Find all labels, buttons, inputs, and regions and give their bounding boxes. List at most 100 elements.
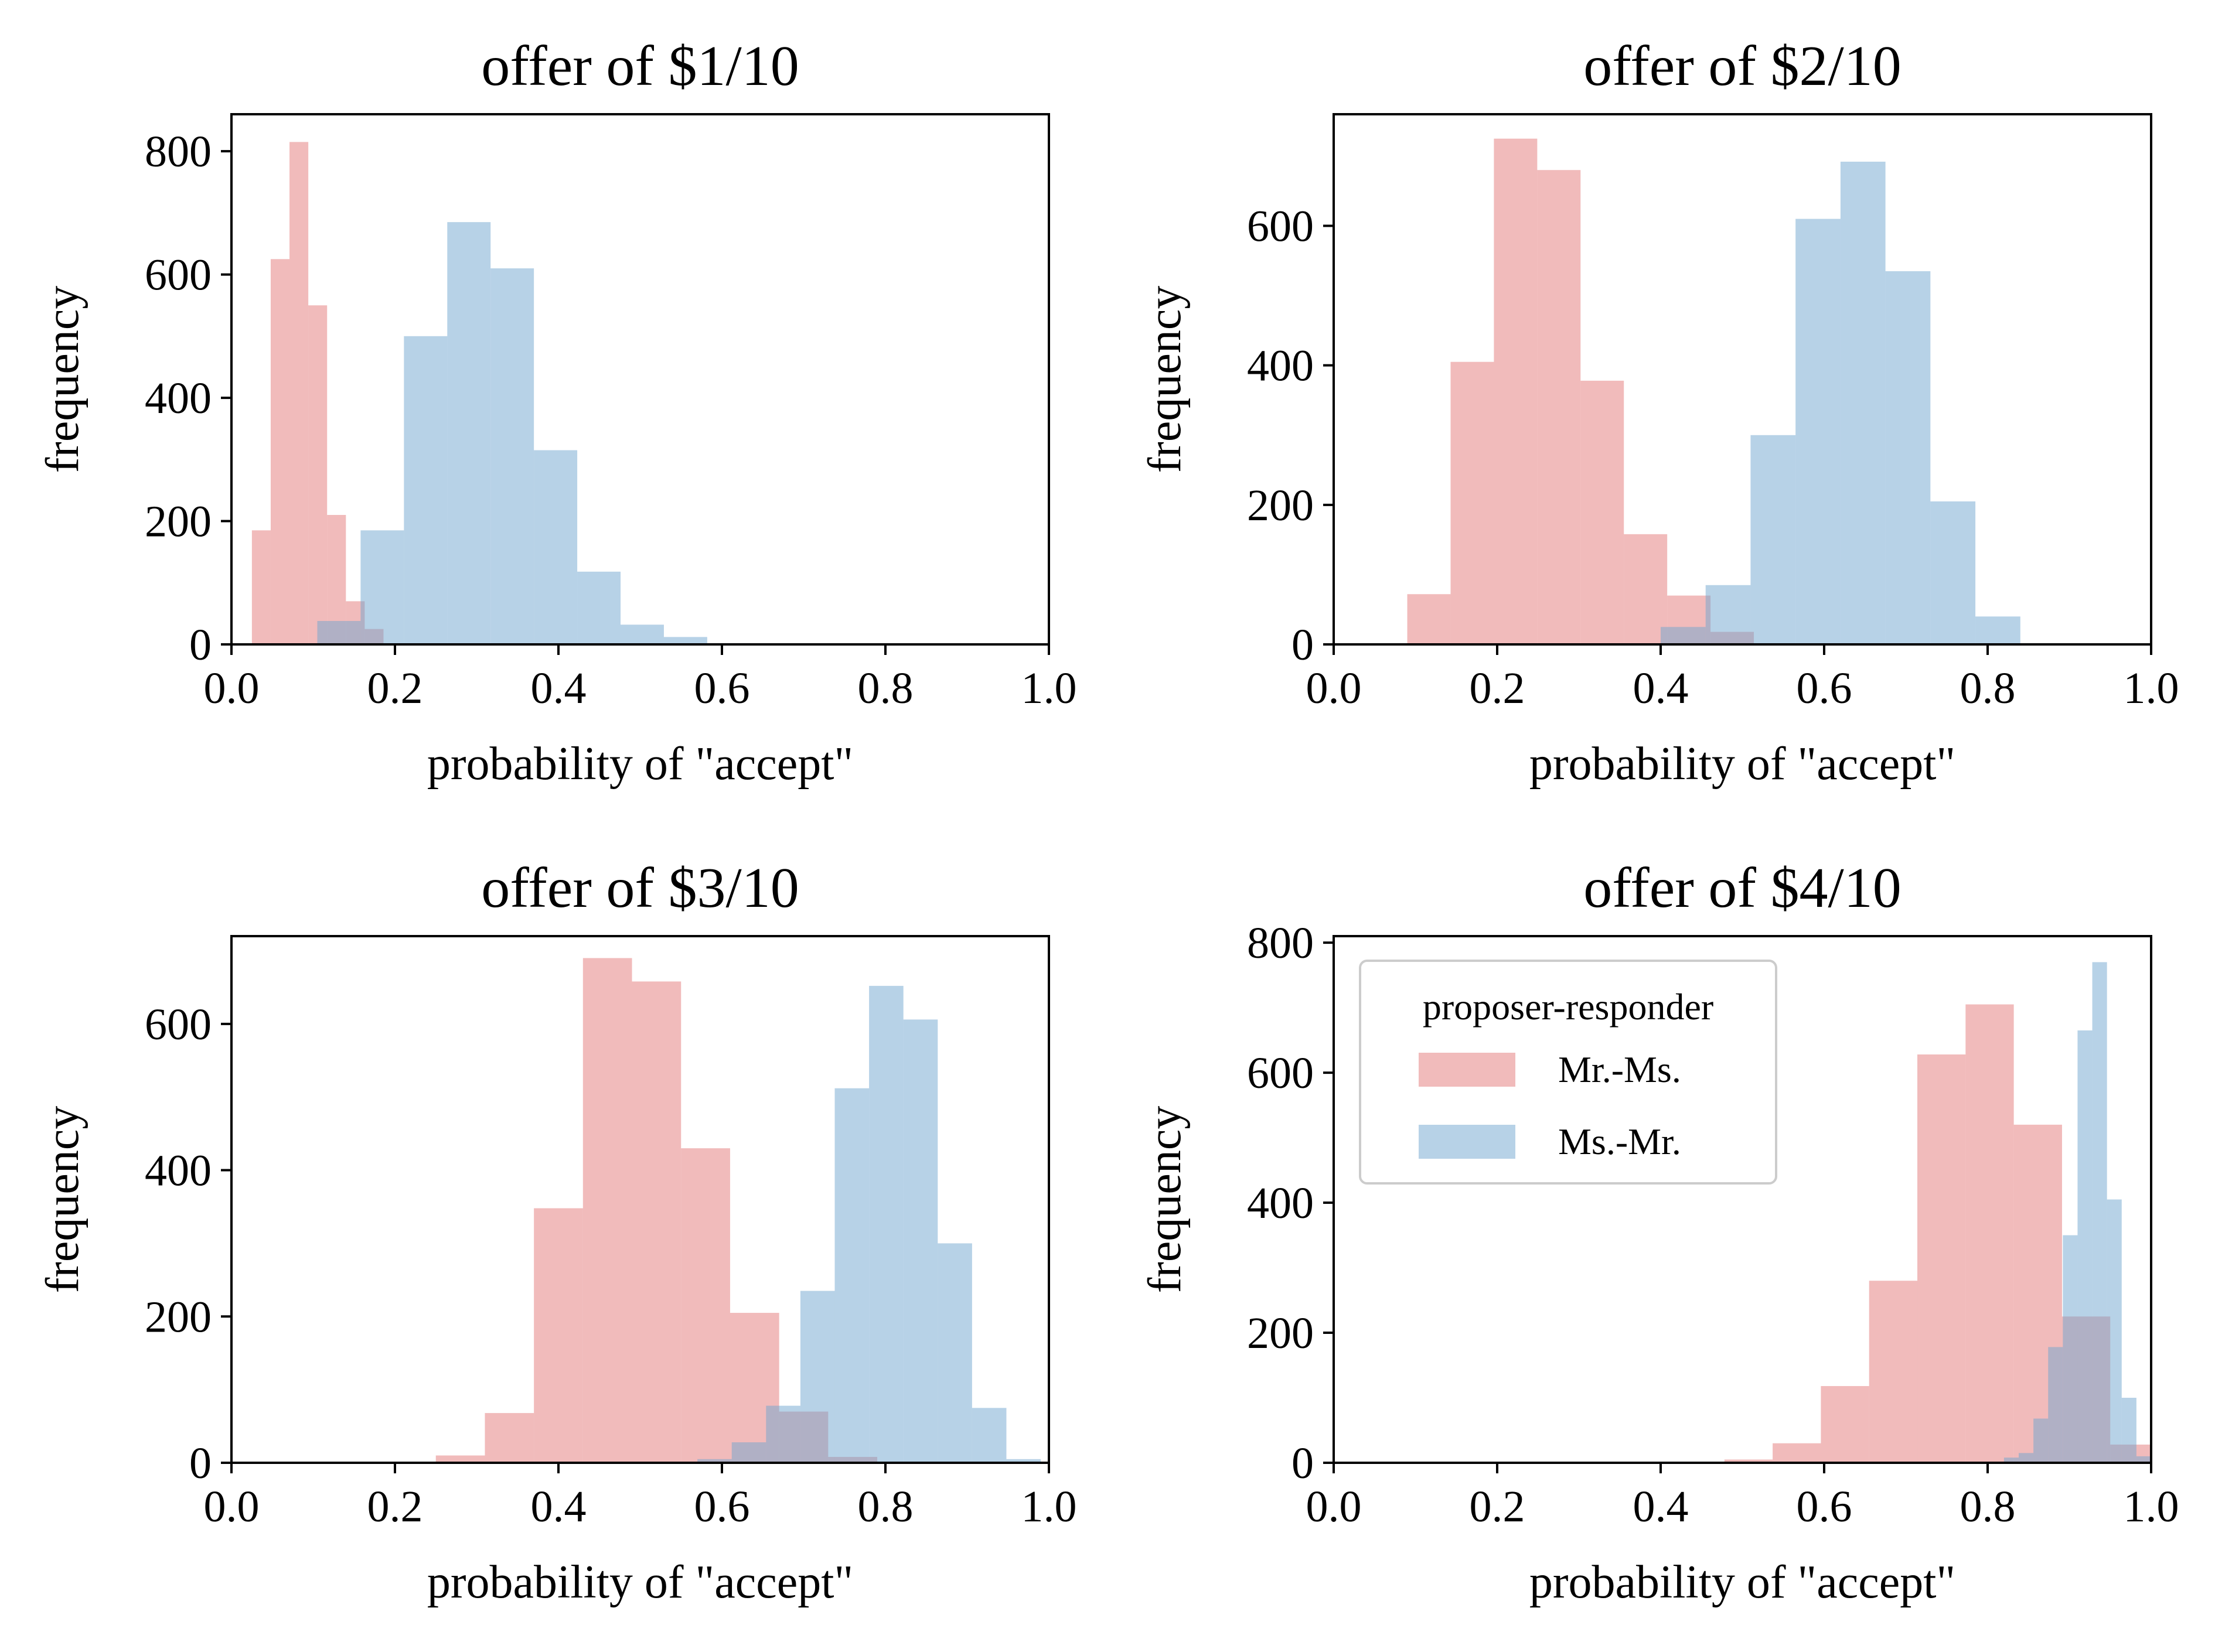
subplot-title: offer of $3/10 — [481, 856, 799, 920]
bar-ms-mr-0 — [1661, 627, 1706, 644]
bar-ms-mr-9 — [1006, 1459, 1041, 1463]
x-tick-label: 1.0 — [2124, 1482, 2179, 1531]
subplot-4: 0.0 0.2 0.4 0.6 0.8 1.0 0 200 400 600 800 offer of … — [1139, 856, 2179, 1608]
bars — [1407, 138, 2020, 644]
x-axis-label: probability of "accept" — [427, 1557, 853, 1608]
bar-ms-mr-2 — [404, 336, 448, 644]
x-tick-label: 0.8 — [1960, 664, 2016, 713]
x-tick-label: 0.6 — [694, 664, 750, 713]
y-tick-label: 0 — [1291, 620, 1314, 670]
bar-ms-mr-5 — [2077, 1030, 2093, 1463]
x-tick-label: 1.0 — [2124, 664, 2179, 713]
bar-mr-ms-0 — [251, 530, 271, 644]
x-tick-label: 1.0 — [1021, 664, 1077, 713]
bar-ms-mr-1 — [731, 1442, 766, 1463]
x-tick-label: 0.4 — [1633, 1482, 1689, 1531]
x-tick-label: 0.0 — [1306, 1482, 1362, 1531]
bar-mr-ms-4 — [632, 981, 681, 1463]
y-tick-label: 600 — [145, 1000, 212, 1049]
y-tick-label: 600 — [1247, 202, 1314, 251]
axes-frame — [1333, 113, 2152, 646]
bar-ms-mr-6 — [1930, 501, 1976, 644]
legend-swatch — [1419, 1125, 1515, 1159]
x-tick-label: 0.8 — [858, 664, 914, 713]
bars — [1724, 962, 2151, 1463]
bars — [251, 142, 751, 644]
x-tick-label: 0.2 — [367, 1482, 423, 1531]
bar-ms-mr-9 — [2136, 1456, 2151, 1463]
bar-ms-mr-0 — [317, 621, 361, 644]
axes-frame — [230, 113, 1050, 646]
bar-ms-mr-4 — [2063, 1235, 2078, 1463]
bar-ms-mr-3 — [800, 1291, 835, 1463]
bar-ms-mr-0 — [2003, 1458, 2019, 1463]
x-tick-label: 0.0 — [204, 664, 260, 713]
bar-mr-ms-0 — [1724, 1459, 1773, 1463]
bar-ms-mr-7 — [621, 624, 664, 644]
legend-swatch — [1419, 1053, 1515, 1087]
bar-mr-ms-2 — [289, 142, 309, 644]
bar-ms-mr-0 — [697, 1459, 732, 1463]
x-tick-label: 0.4 — [531, 1482, 587, 1531]
x-tick-label: 0.4 — [531, 664, 587, 713]
bar-ms-mr-8 — [663, 637, 707, 644]
legend-entry-label: Ms.-Mr. — [1558, 1121, 1681, 1162]
bar-ms-mr-1 — [2019, 1453, 2034, 1463]
x-tick-label: 0.6 — [1797, 1482, 1852, 1531]
bar-mr-ms-1 — [1773, 1443, 1821, 1463]
x-tick-label: 0.2 — [367, 664, 423, 713]
x-tick-label: 1.0 — [1021, 1482, 1077, 1531]
y-tick-label: 200 — [145, 497, 212, 547]
bar-ms-mr-5 — [869, 985, 904, 1463]
x-tick-label: 0.2 — [1470, 1482, 1525, 1531]
y-tick-label: 400 — [145, 374, 212, 423]
subplot-title: offer of $2/10 — [1583, 35, 1902, 98]
bar-ms-mr-6 — [577, 571, 621, 644]
bar-mr-ms-4 — [1917, 1054, 1966, 1463]
y-tick-label: 800 — [145, 127, 212, 176]
x-tick-label: 0.4 — [1633, 664, 1689, 713]
subplot-1: 0.0 0.2 0.4 0.6 0.8 1.0 0 200 400 600 800 offer of … — [37, 35, 1077, 790]
bar-mr-ms-5 — [681, 1148, 730, 1463]
bar-ms-mr-2 — [766, 1405, 800, 1463]
y-axis-label: frequency — [1139, 1106, 1191, 1293]
y-tick-label: 400 — [145, 1146, 212, 1196]
bar-mr-ms-2 — [534, 1208, 583, 1463]
bar-ms-mr-1 — [1705, 585, 1751, 644]
bar-ms-mr-4 — [834, 1088, 870, 1463]
bar-ms-mr-1 — [360, 530, 404, 644]
bar-mr-ms-5 — [1965, 1004, 2014, 1463]
bar-mr-ms-3 — [1869, 1281, 1918, 1463]
bar-mr-ms-1 — [270, 259, 290, 644]
bar-ms-mr-3 — [1795, 219, 1841, 644]
y-tick-label: 800 — [1247, 919, 1314, 968]
bar-mr-ms-1 — [485, 1413, 534, 1463]
subplot-2: 0.0 0.2 0.4 0.6 0.8 1.0 0 200 400 600 offer of $2/… — [1139, 35, 2179, 790]
bar-ms-mr-5 — [534, 450, 578, 644]
x-axis-label: probability of "accept" — [427, 738, 853, 790]
bar-mr-ms-2 — [1494, 138, 1538, 644]
x-tick-label: 0.6 — [694, 1482, 750, 1531]
x-axis-label: probability of "accept" — [1529, 738, 1955, 790]
y-tick-label: 200 — [1247, 481, 1314, 530]
bar-ms-mr-6 — [903, 1019, 938, 1463]
y-tick-label: 0 — [189, 1439, 212, 1488]
bar-mr-ms-0 — [1407, 594, 1451, 644]
bar-ms-mr-4 — [1840, 161, 1886, 644]
y-tick-label: 400 — [1247, 1179, 1314, 1228]
y-axis-label: frequency — [37, 1106, 88, 1293]
bar-ms-mr-3 — [447, 222, 491, 644]
x-tick-label: 0.2 — [1470, 664, 1525, 713]
bar-mr-ms-4 — [1580, 380, 1624, 644]
x-tick-label: 0.8 — [858, 1482, 914, 1531]
y-tick-label: 200 — [1247, 1309, 1314, 1358]
y-tick-label: 0 — [1291, 1439, 1314, 1488]
bar-mr-ms-3 — [1537, 170, 1581, 644]
bar-mr-ms-3 — [308, 305, 328, 644]
bar-ms-mr-5 — [1885, 271, 1931, 644]
y-tick-label: 0 — [189, 620, 212, 670]
bar-ms-mr-8 — [2121, 1398, 2136, 1463]
bar-ms-mr-7 — [938, 1243, 972, 1463]
axes-frame — [230, 935, 1050, 1464]
